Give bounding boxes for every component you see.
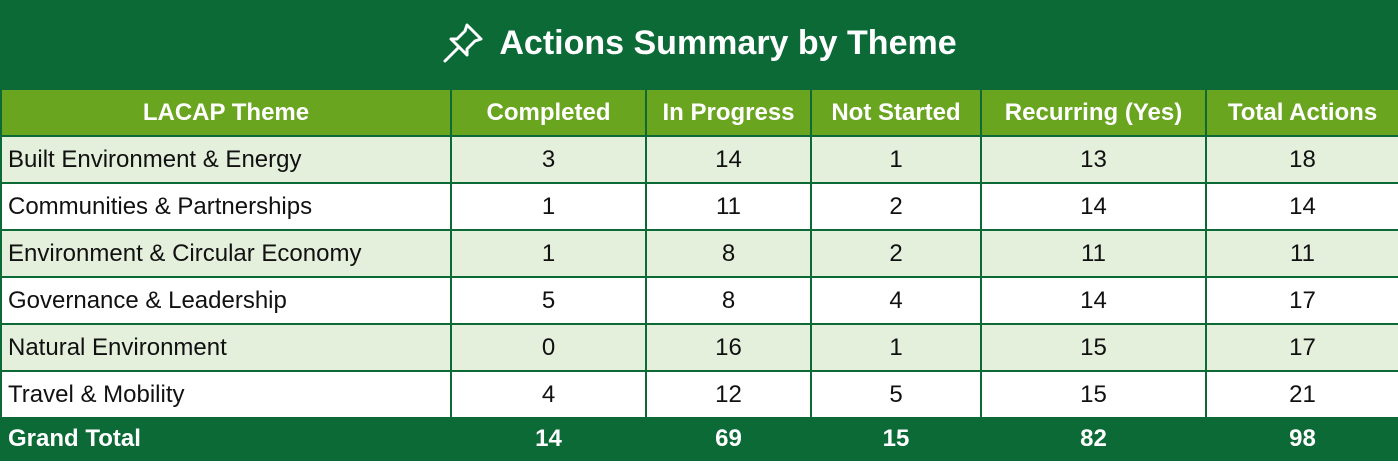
summary-table: LACAP Theme Completed In Progress Not Start… [0, 88, 1398, 461]
total-cell: 98 [1205, 417, 1398, 461]
count-cell: 1 [810, 135, 982, 184]
count-cell: 1 [450, 182, 647, 231]
theme-cell: Natural Environment [0, 323, 452, 372]
theme-cell: Travel & Mobility [0, 370, 452, 419]
total-cell: 14 [450, 417, 647, 461]
theme-cell: Governance & Leadership [0, 276, 452, 325]
header-cell: Not Started [810, 88, 982, 137]
count-cell: 4 [450, 370, 647, 419]
header-cell: Total Actions [1205, 88, 1398, 137]
count-cell: 4 [810, 276, 982, 325]
header-cell: In Progress [645, 88, 812, 137]
count-cell: 17 [1205, 276, 1398, 325]
header-cell: Completed [450, 88, 647, 137]
count-cell: 3 [450, 135, 647, 184]
count-cell: 12 [645, 370, 812, 419]
table-body: Built Environment & Energy 3 14 1 13 18 Commun… [0, 135, 1398, 461]
count-cell: 14 [980, 276, 1207, 325]
table-row: Communities & Partnerships 1 11 2 14 14 [0, 182, 1398, 231]
total-row: Grand Total 14 69 15 82 98 [0, 417, 1398, 461]
count-cell: 11 [980, 229, 1207, 278]
count-cell: 5 [810, 370, 982, 419]
count-cell: 8 [645, 276, 812, 325]
count-cell: 17 [1205, 323, 1398, 372]
count-cell: 2 [810, 182, 982, 231]
theme-cell: Built Environment & Energy [0, 135, 452, 184]
header-row: LACAP Theme Completed In Progress Not Start… [0, 88, 1398, 137]
count-cell: 15 [980, 323, 1207, 372]
title-bar: Actions Summary by Theme [0, 0, 1398, 88]
table-row: Environment & Circular Economy 1 8 2 11 11 [0, 229, 1398, 278]
total-cell: 15 [810, 417, 982, 461]
count-cell: 0 [450, 323, 647, 372]
theme-cell: Environment & Circular Economy [0, 229, 452, 278]
total-cell: 82 [980, 417, 1207, 461]
count-cell: 14 [980, 182, 1207, 231]
table-row: Built Environment & Energy 3 14 1 13 18 [0, 135, 1398, 184]
count-cell: 5 [450, 276, 647, 325]
table-row: Governance & Leadership 5 8 4 14 17 [0, 276, 1398, 325]
count-cell: 15 [980, 370, 1207, 419]
table-row: Natural Environment 0 16 1 15 17 [0, 323, 1398, 372]
pin-icon [443, 23, 483, 63]
count-cell: 11 [645, 182, 812, 231]
header-cell: Recurring (Yes) [980, 88, 1207, 137]
count-cell: 16 [645, 323, 812, 372]
count-cell: 1 [450, 229, 647, 278]
total-label: Grand Total [0, 417, 452, 461]
count-cell: 14 [645, 135, 812, 184]
total-cell: 69 [645, 417, 812, 461]
count-cell: 13 [980, 135, 1207, 184]
count-cell: 2 [810, 229, 982, 278]
count-cell: 1 [810, 323, 982, 372]
count-cell: 11 [1205, 229, 1398, 278]
count-cell: 18 [1205, 135, 1398, 184]
count-cell: 8 [645, 229, 812, 278]
header-cell: LACAP Theme [0, 88, 452, 137]
count-cell: 14 [1205, 182, 1398, 231]
title: Actions Summary by Theme [499, 23, 957, 62]
table-row: Travel & Mobility 4 12 5 15 21 [0, 370, 1398, 419]
theme-cell: Communities & Partnerships [0, 182, 452, 231]
count-cell: 21 [1205, 370, 1398, 419]
